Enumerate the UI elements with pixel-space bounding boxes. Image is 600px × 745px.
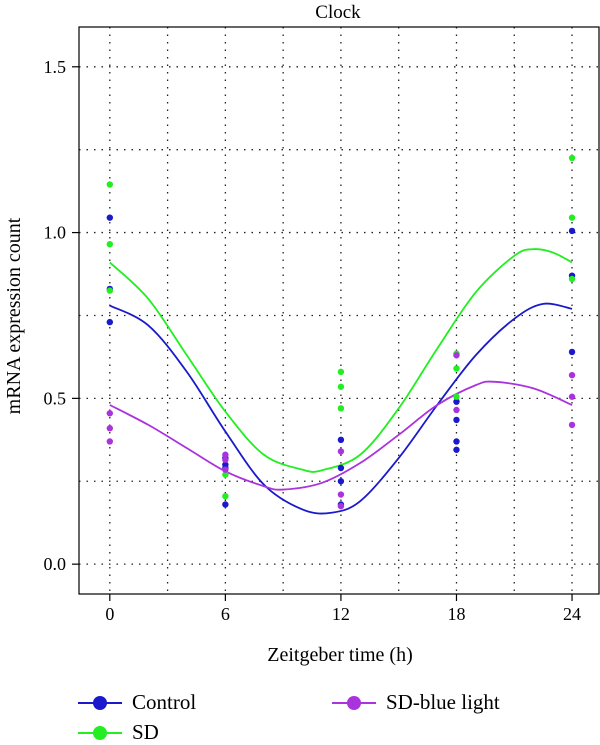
legend-item-sd: SD <box>78 720 159 745</box>
data-point-sd <box>337 368 345 376</box>
data-point-control <box>337 464 345 472</box>
y-tick-label: 0.5 <box>44 388 67 408</box>
legend-item-control: Control <box>78 690 196 715</box>
data-point-control <box>453 398 460 405</box>
fit-curve-sd-blue-light <box>109 380 573 491</box>
x-tick-label: 24 <box>563 604 581 624</box>
fit-curve-control <box>109 302 573 515</box>
data-point-sd <box>222 492 229 500</box>
data-point-sd-blue-light <box>106 438 114 445</box>
y-tick-label: 1.5 <box>44 57 67 77</box>
data-point-sd-blue-light <box>106 425 114 432</box>
data-point-sd-blue-light <box>337 491 345 498</box>
x-tick-label: 18 <box>447 604 465 624</box>
legend-label-control: Control <box>132 690 197 714</box>
data-point-control <box>337 436 345 444</box>
data-point-sd-blue-light <box>453 406 460 414</box>
data-point-sd-blue-light <box>568 371 576 379</box>
data-point-sd-blue-light <box>453 352 460 359</box>
x-axis-label: Zeitgeber time (h) <box>267 644 413 666</box>
data-point-sd <box>453 365 460 372</box>
data-point-sd <box>568 154 576 162</box>
axis-ticks: 0 6 12 18 24 0.0 0.5 1.0 1.5 <box>44 57 582 624</box>
data-point-control <box>106 214 114 221</box>
y-tick-label: 0.0 <box>44 554 67 574</box>
data-point-control <box>568 348 576 356</box>
data-point-sd <box>106 181 114 188</box>
data-point-control <box>453 438 460 445</box>
y-axis-label: mRNA expression count <box>3 217 25 414</box>
x-tick-label: 12 <box>332 604 350 624</box>
data-point-sd <box>106 240 114 248</box>
data-point-sd-blue-light <box>337 502 345 510</box>
data-point-sd <box>568 275 576 283</box>
fit-curve-sd <box>109 248 573 473</box>
data-point-control <box>568 227 576 235</box>
data-point-sd <box>568 214 576 221</box>
data-point-sd-blue-light <box>568 393 576 400</box>
legend-swatch-sd <box>78 725 122 741</box>
data-point-sd-blue-light <box>337 448 345 455</box>
x-tick-label: 6 <box>221 604 230 624</box>
data-point-control <box>453 416 460 424</box>
legend-label-sd: SD <box>132 720 159 744</box>
legend-label-sd-blue-light: SD-blue light <box>386 690 500 714</box>
data-point-control <box>222 501 229 508</box>
legend-item-sd-blue-light: SD-blue light <box>332 690 500 715</box>
data-point-control <box>337 478 345 485</box>
data-point-sd-blue-light <box>568 421 576 429</box>
plot-frame <box>78 26 600 595</box>
data-point-sd-blue-light <box>222 456 229 463</box>
data-points <box>106 154 576 510</box>
data-point-control <box>106 318 114 326</box>
fit-curves <box>109 248 573 515</box>
data-point-sd-blue-light <box>222 451 229 458</box>
legend-swatch-sd-blue-light <box>332 695 376 711</box>
legend-swatch-control <box>78 695 122 711</box>
x-tick-label: 0 <box>105 604 114 624</box>
data-point-sd <box>337 383 345 390</box>
chart-title: Clock <box>315 2 361 23</box>
y-tick-label: 1.0 <box>44 223 67 243</box>
data-point-sd <box>106 287 114 294</box>
data-point-sd-blue-light <box>106 410 114 417</box>
data-point-sd-blue-light <box>222 466 229 473</box>
data-point-sd <box>337 405 345 412</box>
data-point-sd <box>222 471 229 478</box>
data-point-sd <box>453 393 460 400</box>
data-point-control <box>453 446 460 453</box>
